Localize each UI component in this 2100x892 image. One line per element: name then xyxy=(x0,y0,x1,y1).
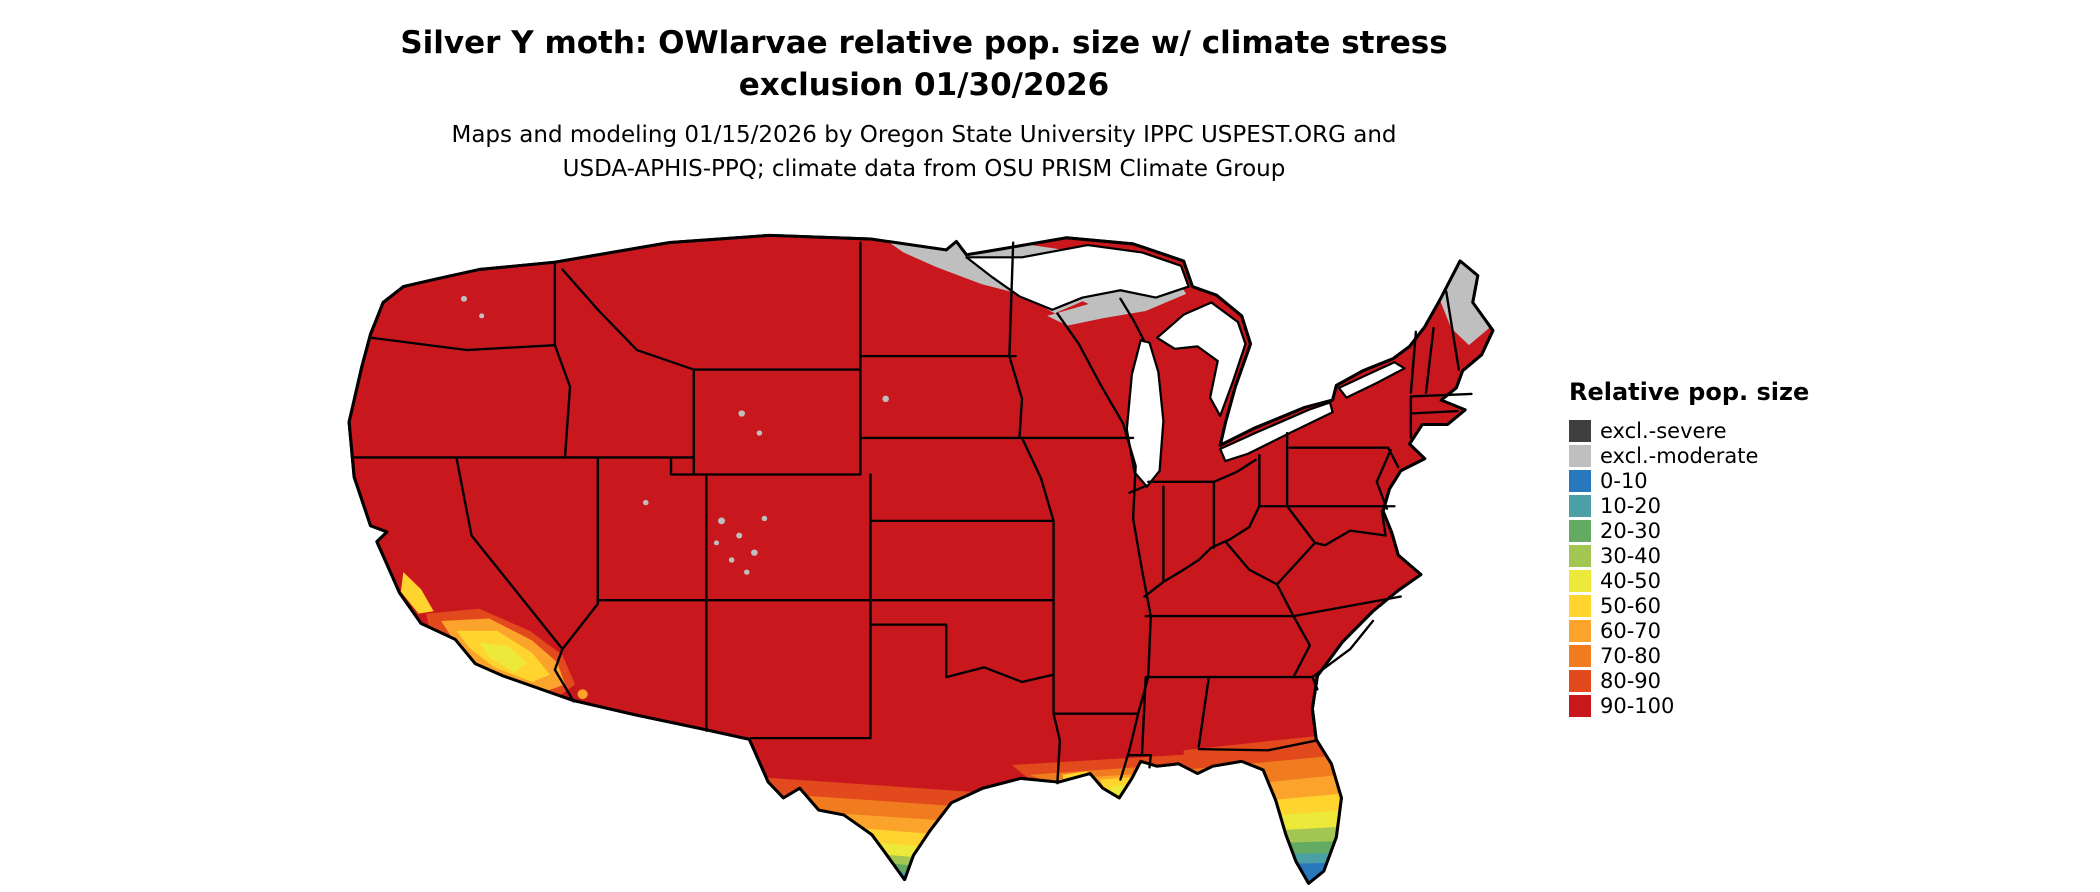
legend-title: Relative pop. size xyxy=(1569,378,1810,406)
legend-label: 60-70 xyxy=(1600,618,1662,643)
lake-erie xyxy=(1219,401,1334,463)
legend-swatch xyxy=(1569,619,1591,642)
legend-swatch xyxy=(1569,594,1591,617)
legend-label: excl.-severe xyxy=(1600,418,1727,443)
legend-label: 80-90 xyxy=(1600,668,1662,693)
legend-item: 50-60 xyxy=(1569,593,1869,618)
legend-label: 10-20 xyxy=(1600,493,1662,518)
legend-item: 90-100 xyxy=(1569,693,1869,718)
legend-swatch xyxy=(1569,569,1591,592)
map-subtitle: Maps and modeling 01/15/2026 by Oregon S… xyxy=(0,118,1848,186)
legend-item: 10-20 xyxy=(1569,493,1869,518)
legend-item: 70-80 xyxy=(1569,643,1869,668)
legend-items: excl.-severe excl.-moderate 0-10 10-20 20-30… xyxy=(1569,418,1869,718)
legend: Relative pop. size excl.-severe excl.-mod… xyxy=(1569,378,1869,718)
lake-huron xyxy=(1155,301,1247,418)
legend-swatch xyxy=(1569,544,1591,567)
great-lakes xyxy=(965,243,1406,488)
legend-swatch xyxy=(1569,469,1591,492)
socal-gradient xyxy=(400,572,588,700)
legend-label: 40-50 xyxy=(1600,568,1662,593)
legend-swatch xyxy=(1569,519,1591,542)
legend-item: 80-90 xyxy=(1569,668,1869,693)
elevation-speckles xyxy=(460,295,889,575)
legend-item: 60-70 xyxy=(1569,618,1869,643)
legend-item: 40-50 xyxy=(1569,568,1869,593)
map-title: Silver Y moth: OWlarvae relative pop. si… xyxy=(0,22,1848,106)
legend-swatch xyxy=(1569,669,1591,692)
legend-label: 70-80 xyxy=(1600,643,1662,668)
legend-swatch xyxy=(1569,444,1591,467)
map-title-line2: exclusion 01/30/2026 xyxy=(738,67,1110,103)
legend-item: 20-30 xyxy=(1569,518,1869,543)
legend-label: 50-60 xyxy=(1600,593,1662,618)
legend-swatch xyxy=(1569,644,1591,667)
legend-label: 0-10 xyxy=(1600,468,1648,493)
legend-label: 20-30 xyxy=(1600,518,1662,543)
map-subtitle-line2: USDA-APHIS-PPQ; climate data from OSU PR… xyxy=(562,156,1286,182)
legend-swatch xyxy=(1569,494,1591,517)
legend-item: excl.-moderate xyxy=(1569,443,1869,468)
lake-michigan xyxy=(1125,339,1165,488)
us-outline-stroke xyxy=(347,233,1495,885)
florida-gradient xyxy=(1183,730,1366,884)
legend-item: 30-40 xyxy=(1569,543,1869,568)
legend-label: 30-40 xyxy=(1600,543,1662,568)
us-map xyxy=(315,228,1527,887)
legend-item: 0-10 xyxy=(1569,468,1869,493)
legend-label: 90-100 xyxy=(1600,693,1675,718)
us-map-svg xyxy=(347,233,1495,885)
lake-ontario xyxy=(1337,361,1406,399)
legend-swatch xyxy=(1569,694,1591,717)
map-subtitle-line1: Maps and modeling 01/15/2026 by Oregon S… xyxy=(451,122,1397,148)
legend-swatch xyxy=(1569,419,1591,442)
lake-superior xyxy=(965,243,1190,311)
legend-label: excl.-moderate xyxy=(1600,443,1759,468)
legend-item: excl.-severe xyxy=(1569,418,1869,443)
map-title-line1: Silver Y moth: OWlarvae relative pop. si… xyxy=(400,25,1448,61)
